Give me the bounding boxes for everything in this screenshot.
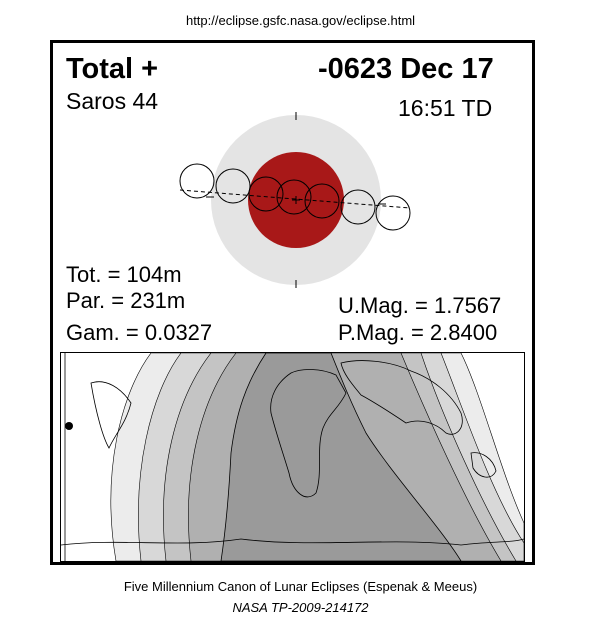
antarctica-coastline [61,538,524,546]
moon-u4 [340,189,376,225]
australia-coastline [470,452,497,478]
visibility-map [60,352,525,562]
nasa-reference: NASA TP-2009-214172 [232,600,369,615]
eclipse-date: -0623 Dec 17 [318,53,494,85]
moon-greatest [276,179,312,215]
gamma-value: Gam. = 0.0327 [66,320,213,345]
moon-zenith-marker [65,422,73,430]
moon-u1 [215,168,251,204]
eclipse-figure-frame [50,40,535,565]
saros-number: Saros 44 [66,88,159,114]
america-coastline [90,381,132,449]
canon-caption: Five Millennium Canon of Lunar Eclipses … [123,579,478,594]
moon-u3 [304,183,340,219]
source-url[interactable]: http://eclipse.gsfc.nasa.gov/eclipse.htm… [185,13,416,28]
penumbral-magnitude: P.Mag. = 2.8400 [338,320,498,345]
eurasia-coastline [340,360,463,435]
eclipse-type: Total + [66,53,159,85]
eclipse-geometry-diagram [179,112,411,288]
moon-path [179,189,411,209]
moon-p1 [179,163,215,199]
visibility-map-graphic [61,353,524,561]
moon-p4 [375,195,411,231]
umbral-magnitude: U.Mag. = 1.7567 [338,293,502,318]
eclipse-time: 16:51 TD [398,95,493,121]
africa-coastline [270,369,347,498]
eclipse-visible-region [220,353,462,561]
partial-duration: Par. = 231m [66,288,186,313]
moon-u2 [248,176,284,212]
total-duration: Tot. = 104m [66,262,182,287]
